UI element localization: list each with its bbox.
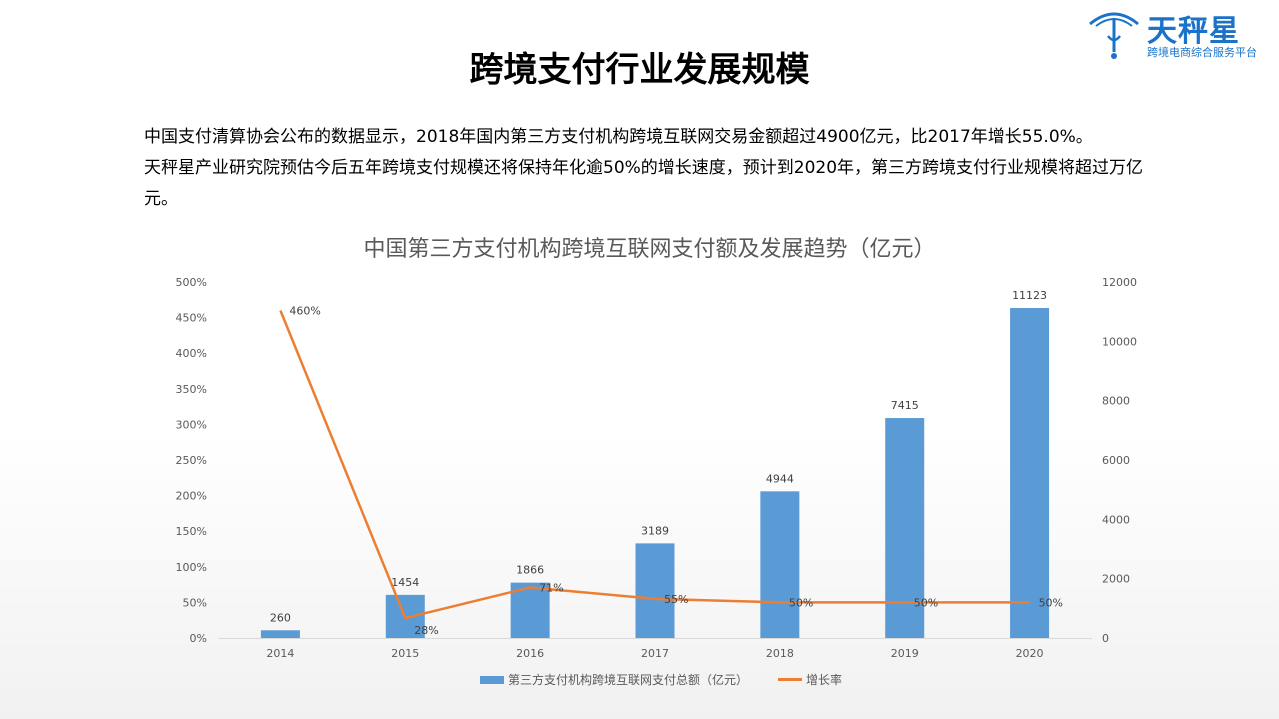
- line-data-label: 50%: [1039, 596, 1063, 609]
- bar-data-label: 11123: [1012, 289, 1047, 302]
- bar-data-label: 1454: [391, 576, 419, 589]
- brand-name: 天秤星: [1147, 14, 1240, 49]
- right-axis-tick-label: 0: [1102, 632, 1109, 645]
- bar-data-label: 260: [270, 611, 291, 624]
- bar: [1010, 308, 1050, 638]
- x-axis-tick-label: 2018: [766, 647, 794, 660]
- legend-swatch-line: [778, 678, 803, 681]
- left-axis-tick-label: 100%: [176, 561, 207, 574]
- left-axis-tick-label: 500%: [176, 276, 207, 289]
- x-axis-tick-label: 2015: [391, 647, 419, 660]
- left-axis-tick-label: 250%: [176, 454, 207, 467]
- x-axis-tick-label: 2020: [1016, 647, 1044, 660]
- legend-swatch-bar: [480, 675, 504, 684]
- x-axis-tick-label: 2017: [641, 647, 669, 660]
- right-axis-tick-label: 6000: [1102, 454, 1130, 467]
- line-data-label: 50%: [914, 596, 938, 609]
- bar-data-label: 7415: [891, 399, 919, 412]
- right-axis-tick-label: 12000: [1102, 276, 1137, 289]
- bar: [635, 543, 675, 638]
- chart-legend: 第三方支付机构跨境互联网支付总额（亿元） 增长率: [480, 671, 842, 688]
- bar-data-label: 4944: [766, 472, 794, 485]
- bar-data-label: 1866: [516, 564, 544, 577]
- legend-label: 增长率: [806, 673, 843, 687]
- bar: [260, 630, 300, 638]
- growth-rate-line: [279, 310, 1030, 620]
- brand-tagline: 跨境电商综合服务平台: [1147, 46, 1257, 59]
- legend-label: 第三方支付机构跨境互联网支付总额（亿元）: [508, 673, 749, 687]
- page-title: 跨境支付行业发展规模: [469, 50, 810, 90]
- intro-paragraph: 中国支付清算协会公布的数据显示，2018年国内第三方支付机构跨境互联网交易金额超…: [144, 127, 1093, 147]
- intro-text: 中国支付清算协会公布的数据显示，2018年国内第三方支付机构跨境互联网交易金额超…: [144, 122, 1174, 215]
- brand-logo-icon: [1089, 12, 1139, 59]
- right-axis-tick-label: 4000: [1102, 513, 1130, 526]
- legend-item-line: 增长率: [778, 671, 842, 688]
- right-axis-tick-label: 10000: [1102, 335, 1137, 348]
- left-axis-tick-label: 400%: [176, 347, 207, 360]
- x-axis-tick-label: 2014: [266, 647, 294, 660]
- bar-data-label: 3189: [641, 524, 669, 537]
- left-axis-tick-label: 150%: [176, 525, 207, 538]
- line-data-label: 71%: [539, 581, 563, 594]
- legend-item-bar: 第三方支付机构跨境互联网支付总额（亿元）: [480, 671, 748, 688]
- left-axis-tick-label: 300%: [176, 418, 207, 431]
- line-data-label: 55%: [664, 593, 688, 606]
- left-axis-tick-label: 350%: [176, 383, 207, 396]
- right-axis-tick-label: 2000: [1102, 573, 1130, 586]
- chart-title: 中国第三方支付机构跨境互联网支付额及发展趋势（亿元）: [363, 237, 936, 262]
- x-axis-tick-label: 2019: [891, 647, 919, 660]
- line-data-label: 460%: [289, 304, 320, 317]
- x-axis-tick-label: 2016: [516, 647, 544, 660]
- left-axis-tick-label: 450%: [176, 312, 207, 325]
- left-axis-tick-label: 0%: [190, 632, 207, 645]
- left-axis-tick-label: 200%: [176, 490, 207, 503]
- intro-paragraph: 天秤星产业研究院预估今后五年跨境支付规模还将保持年化逾50%的增长速度，预计到2…: [144, 158, 1144, 209]
- left-axis-tick-label: 50%: [183, 596, 207, 609]
- bar: [760, 491, 800, 638]
- line-data-label: 28%: [414, 624, 438, 637]
- right-axis-tick-label: 8000: [1102, 395, 1130, 408]
- line-data-label: 50%: [789, 596, 813, 609]
